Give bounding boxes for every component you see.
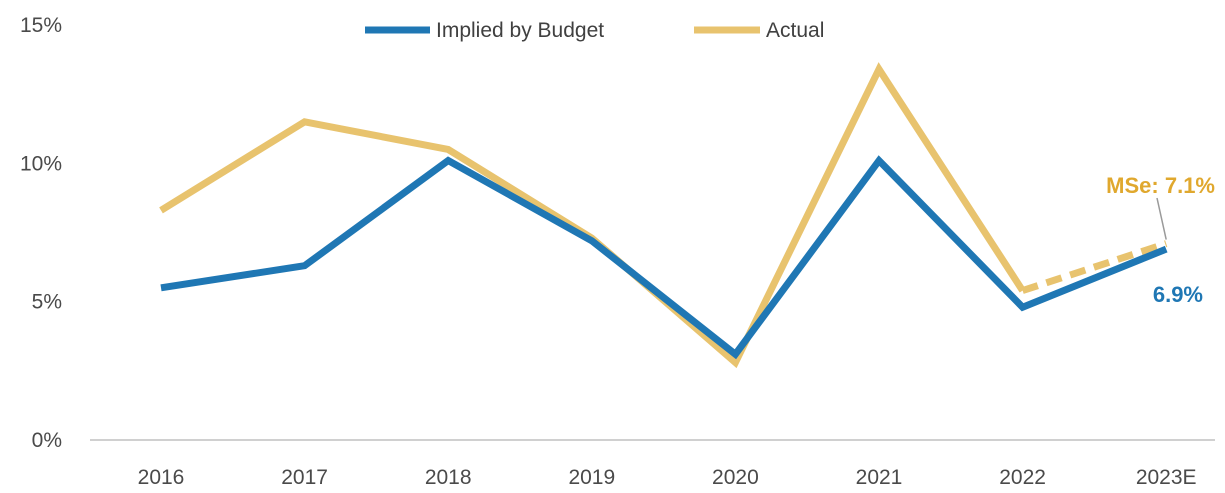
annotation-actual-estimate: MSe: 7.1%	[1106, 173, 1215, 198]
x-tick-label: 2019	[568, 466, 615, 489]
y-tick-label: 5%	[32, 291, 62, 314]
annotation-budget-estimate: 6.9%	[1153, 282, 1203, 307]
x-tick-label: 2017	[281, 466, 328, 489]
annotations: MSe: 7.1% 6.9%	[1106, 173, 1215, 307]
annotation-leader-line	[1156, 197, 1167, 240]
series-line-actual	[159, 62, 1026, 369]
x-tick-label: 2022	[999, 466, 1046, 489]
x-tick-label: 2018	[425, 466, 472, 489]
legend-label-actual: Actual	[766, 19, 824, 42]
y-tick-label: 0%	[32, 429, 62, 452]
series-line-implied-by-budget	[160, 155, 1168, 360]
y-axis-labels: 0% 5% 10% 15%	[20, 14, 62, 452]
y-tick-label: 10%	[20, 152, 62, 175]
x-tick-label: 2016	[138, 466, 185, 489]
series-lines	[159, 62, 1168, 369]
x-tick-label: 2021	[856, 466, 903, 489]
series-line-actual-estimate	[1021, 240, 1168, 294]
x-axis-labels: 2016 2017 2018 2019 2020 2021 2022 2023E	[138, 466, 1197, 489]
x-tick-label: 2023E	[1136, 466, 1197, 489]
y-tick-label: 15%	[20, 14, 62, 37]
legend: Implied by Budget Actual	[365, 19, 824, 42]
legend-label-implied-by-budget: Implied by Budget	[436, 19, 604, 42]
x-tick-label: 2020	[712, 466, 759, 489]
